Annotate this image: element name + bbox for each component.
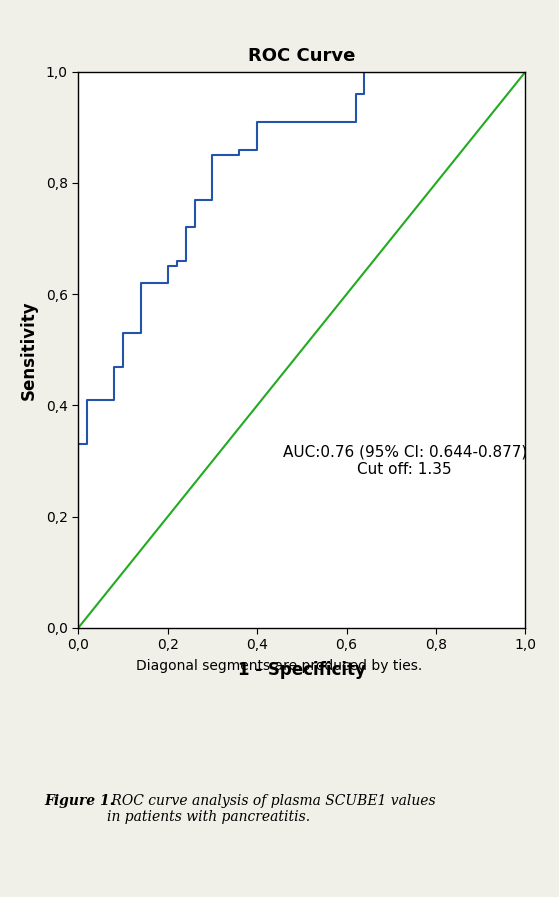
Text: Figure 1.: Figure 1. (45, 794, 115, 808)
Text: Diagonal segments are produced by ties.: Diagonal segments are produced by ties. (136, 659, 423, 674)
Text: ROC curve analysis of plasma SCUBE1 values
in patients with pancreatitis.: ROC curve analysis of plasma SCUBE1 valu… (107, 794, 436, 824)
Title: ROC Curve: ROC Curve (248, 47, 356, 65)
X-axis label: 1 - Specificity: 1 - Specificity (238, 661, 366, 679)
Y-axis label: Sensitivity: Sensitivity (20, 300, 37, 400)
Text: AUC:0.76 (95% CI: 0.644-0.877)
Cut off: 1.35: AUC:0.76 (95% CI: 0.644-0.877) Cut off: … (283, 445, 527, 477)
